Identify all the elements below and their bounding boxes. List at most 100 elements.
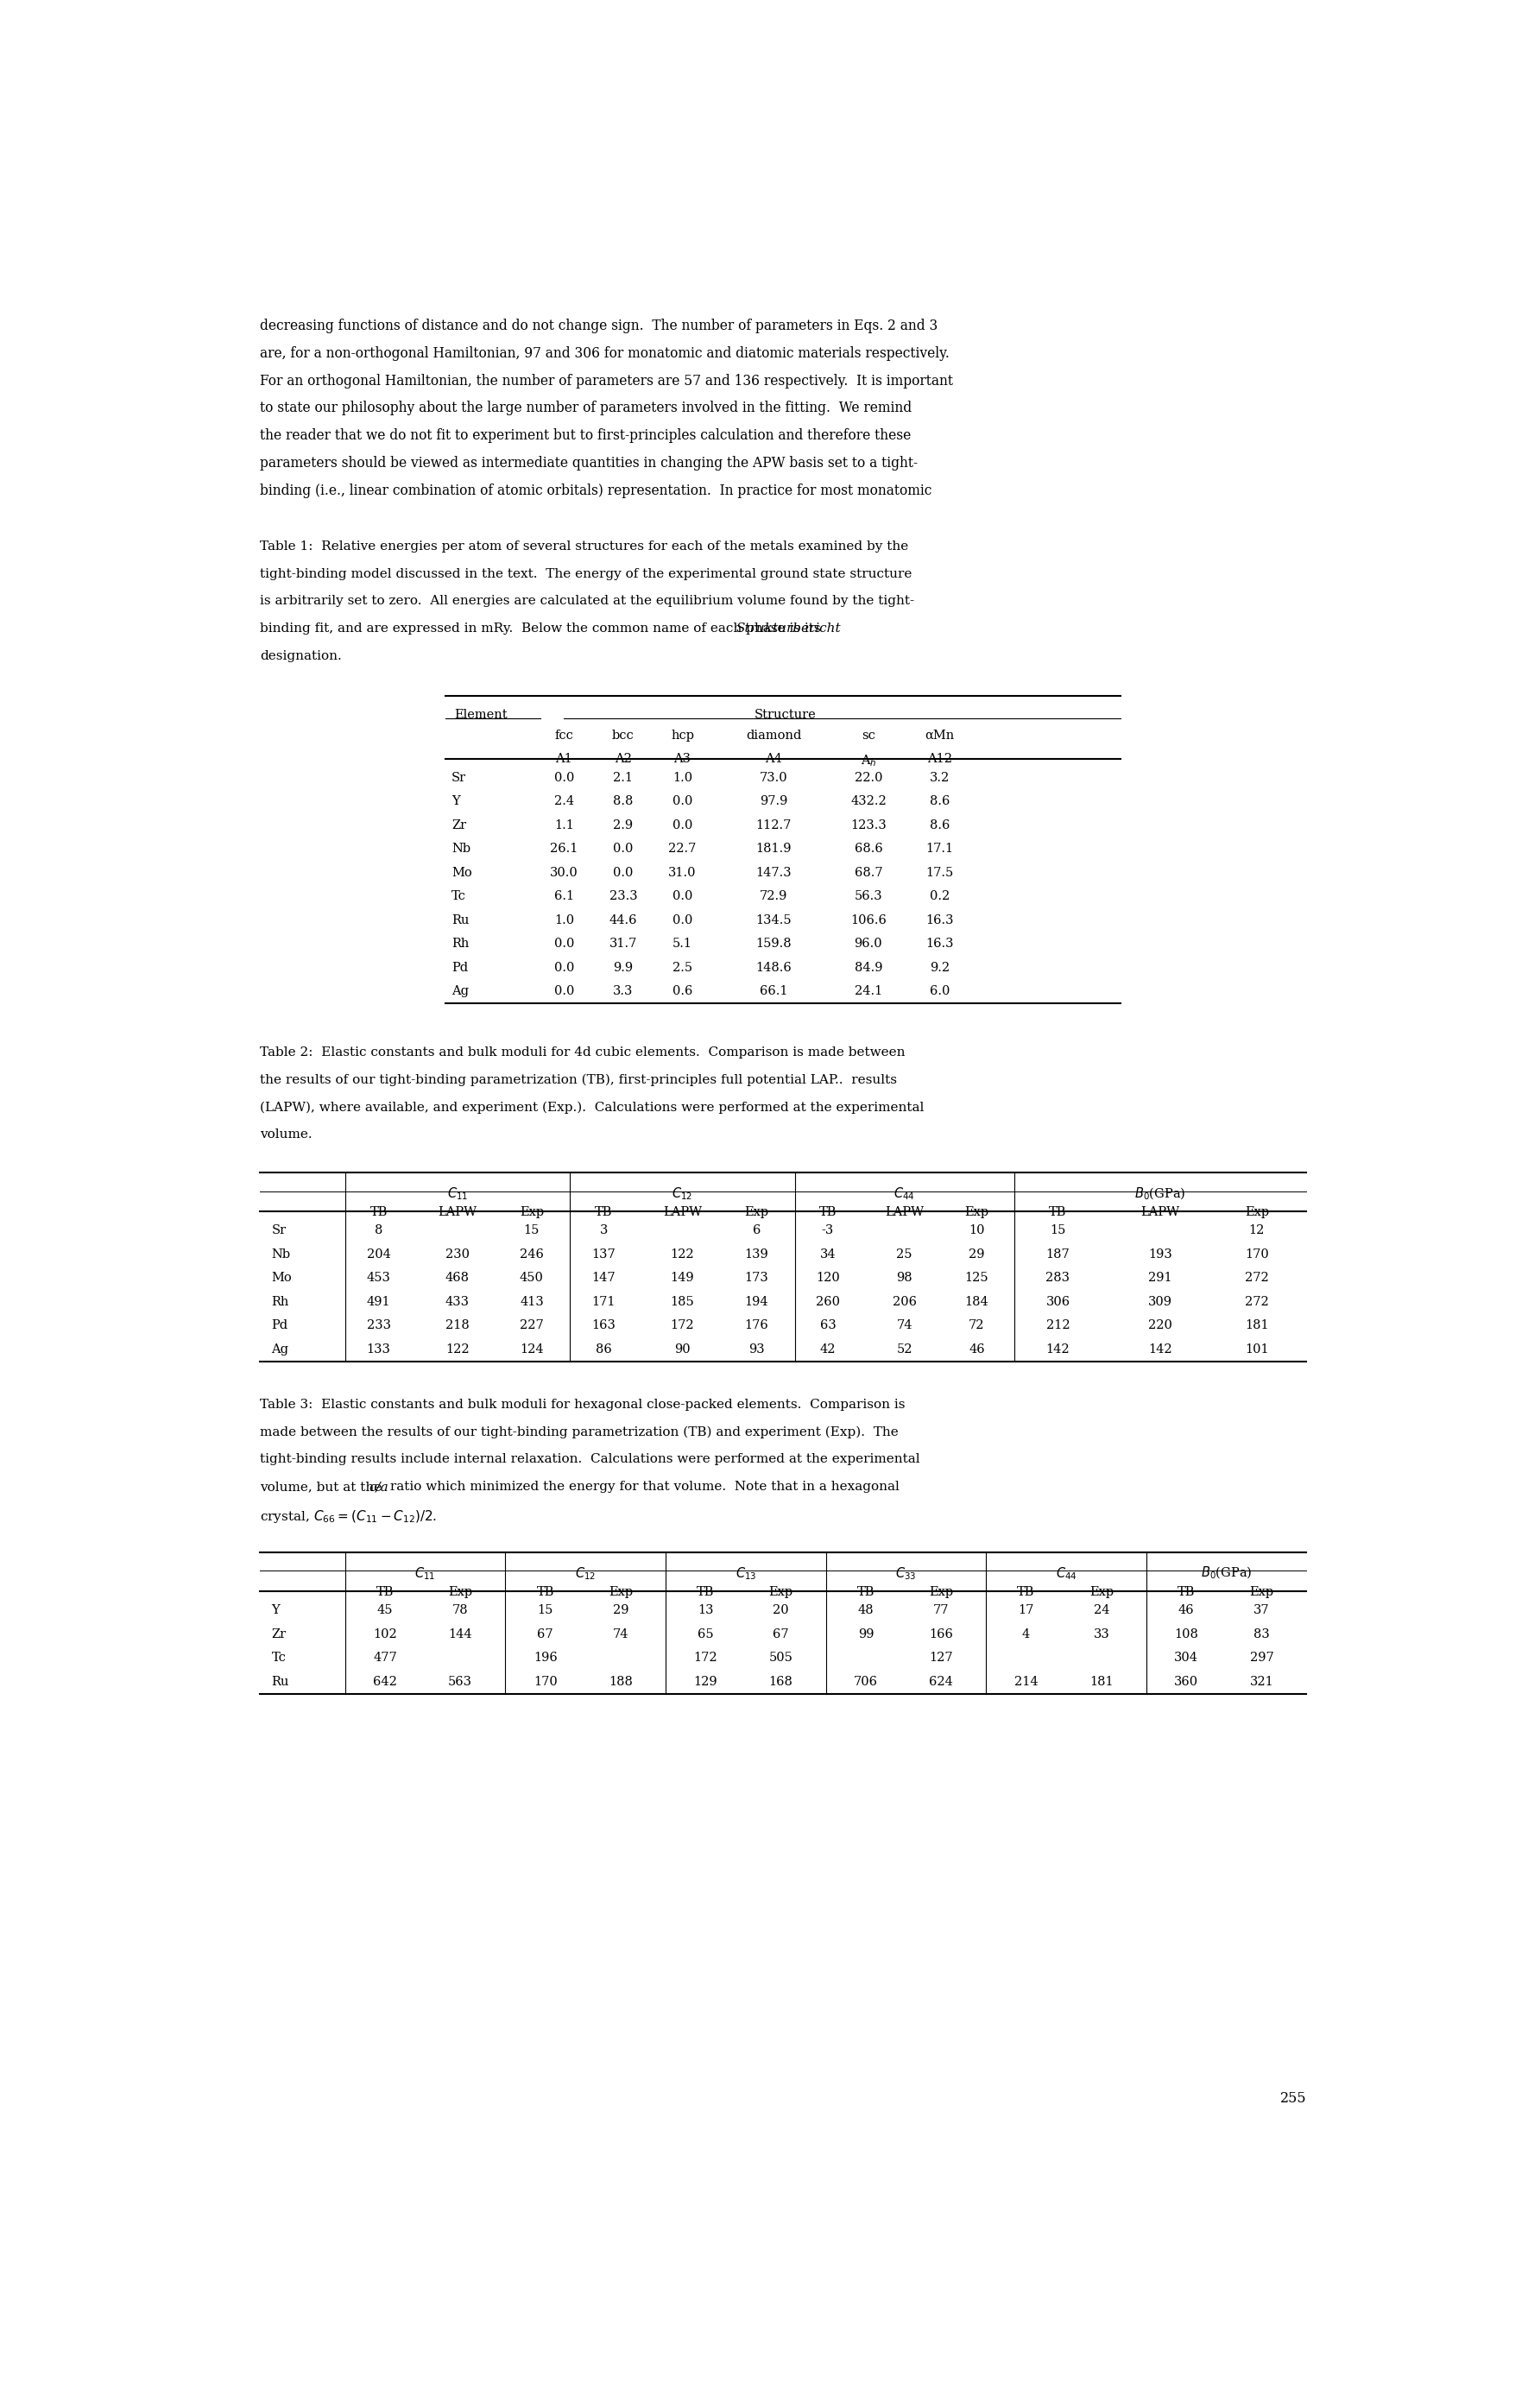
Text: 16.3: 16.3 <box>926 939 953 951</box>
Text: 144: 144 <box>448 1628 472 1640</box>
Text: 102: 102 <box>373 1628 397 1640</box>
Text: 147: 147 <box>591 1271 616 1283</box>
Text: 204: 204 <box>367 1247 391 1259</box>
Text: 148.6: 148.6 <box>756 961 792 973</box>
Text: 15: 15 <box>524 1226 539 1238</box>
Text: binding fit, and are expressed in mRy.  Below the common name of each phase is i: binding fit, and are expressed in mRy. B… <box>260 624 825 636</box>
Text: 642: 642 <box>373 1676 397 1688</box>
Text: Table 3:  Elastic constants and bulk moduli for hexagonal close-packed elements.: Table 3: Elastic constants and bulk modu… <box>260 1399 905 1411</box>
Text: αMn: αMn <box>924 730 953 742</box>
Text: 5.1: 5.1 <box>672 939 692 951</box>
Text: Rh: Rh <box>452 939 469 951</box>
Text: 26.1: 26.1 <box>550 843 578 855</box>
Text: 272: 272 <box>1245 1271 1268 1283</box>
Text: $B_0$(GPa): $B_0$(GPa) <box>1201 1565 1251 1582</box>
Text: 0.0: 0.0 <box>613 867 633 879</box>
Text: Ru: Ru <box>272 1676 289 1688</box>
Text: $C_{11}$: $C_{11}$ <box>448 1185 468 1202</box>
Text: Pd: Pd <box>452 961 468 973</box>
Text: tight-binding results include internal relaxation.  Calculations were performed : tight-binding results include internal r… <box>260 1454 920 1466</box>
Text: 0.0: 0.0 <box>555 773 575 785</box>
Text: 220: 220 <box>1148 1320 1172 1332</box>
Text: 233: 233 <box>367 1320 391 1332</box>
Text: 196: 196 <box>533 1652 558 1664</box>
Text: 17.5: 17.5 <box>926 867 953 879</box>
Text: 122: 122 <box>671 1247 694 1259</box>
Text: 66.1: 66.1 <box>759 985 787 997</box>
Text: Table 2:  Elastic constants and bulk moduli for 4d cubic elements.  Comparison i: Table 2: Elastic constants and bulk modu… <box>260 1045 905 1057</box>
Text: 6.1: 6.1 <box>555 891 575 903</box>
Text: 147.3: 147.3 <box>756 867 792 879</box>
Text: Exp: Exp <box>1089 1587 1114 1599</box>
Text: 67: 67 <box>538 1628 553 1640</box>
Text: 218: 218 <box>446 1320 469 1332</box>
Text: 187: 187 <box>1045 1247 1070 1259</box>
Text: 3.3: 3.3 <box>613 985 633 997</box>
Text: 3: 3 <box>599 1226 608 1238</box>
Text: 172: 172 <box>694 1652 718 1664</box>
Text: Rh: Rh <box>272 1296 289 1308</box>
Text: TB: TB <box>1178 1587 1195 1599</box>
Text: 74: 74 <box>897 1320 912 1332</box>
Text: 68.6: 68.6 <box>854 843 883 855</box>
Text: A1: A1 <box>556 754 573 766</box>
Text: 624: 624 <box>929 1676 953 1688</box>
Text: are, for a non-orthogonal Hamiltonian, 97 and 306 for monatomic and diatomic mat: are, for a non-orthogonal Hamiltonian, 9… <box>260 347 949 361</box>
Text: Exp: Exp <box>608 1587 633 1599</box>
Text: 304: 304 <box>1174 1652 1198 1664</box>
Text: 433: 433 <box>445 1296 469 1308</box>
Text: 8.8: 8.8 <box>613 795 633 807</box>
Text: Y: Y <box>452 795 460 807</box>
Text: 93: 93 <box>749 1344 764 1356</box>
Text: 23.3: 23.3 <box>610 891 637 903</box>
Text: LAPW: LAPW <box>439 1206 477 1218</box>
Text: 48: 48 <box>857 1604 874 1616</box>
Text: 9.9: 9.9 <box>613 961 633 973</box>
Text: 206: 206 <box>892 1296 917 1308</box>
Text: 86: 86 <box>596 1344 611 1356</box>
Text: 99: 99 <box>857 1628 874 1640</box>
Text: 1.0: 1.0 <box>672 773 692 785</box>
Text: TB: TB <box>1050 1206 1067 1218</box>
Text: 10: 10 <box>969 1226 984 1238</box>
Text: 83: 83 <box>1253 1628 1270 1640</box>
Text: sc: sc <box>862 730 876 742</box>
Text: 22.7: 22.7 <box>668 843 697 855</box>
Text: 360: 360 <box>1174 1676 1198 1688</box>
Text: 171: 171 <box>591 1296 616 1308</box>
Text: 2.9: 2.9 <box>613 819 633 831</box>
Text: 8.6: 8.6 <box>929 795 949 807</box>
Text: 0.2: 0.2 <box>929 891 949 903</box>
Text: Mo: Mo <box>272 1271 292 1283</box>
Text: Exp: Exp <box>1250 1587 1274 1599</box>
Text: 44.6: 44.6 <box>610 915 637 927</box>
Text: 163: 163 <box>591 1320 616 1332</box>
Text: 0.0: 0.0 <box>672 915 692 927</box>
Text: 4: 4 <box>1022 1628 1030 1640</box>
Text: is arbitrarily set to zero.  All energies are calculated at the equilibrium volu: is arbitrarily set to zero. All energies… <box>260 595 914 607</box>
Text: Exp: Exp <box>964 1206 989 1218</box>
Text: 97.9: 97.9 <box>759 795 787 807</box>
Text: 142: 142 <box>1149 1344 1172 1356</box>
Text: volume.: volume. <box>260 1129 312 1141</box>
Text: 193: 193 <box>1148 1247 1172 1259</box>
Text: 0.0: 0.0 <box>613 843 633 855</box>
Text: 176: 176 <box>744 1320 769 1332</box>
Text: Structure: Structure <box>755 708 816 722</box>
Text: LAPW: LAPW <box>663 1206 701 1218</box>
Text: volume, but at the: volume, but at the <box>260 1481 387 1493</box>
Text: 159.8: 159.8 <box>756 939 792 951</box>
Text: Exp: Exp <box>1245 1206 1268 1218</box>
Text: 8: 8 <box>374 1226 382 1238</box>
Text: 67: 67 <box>773 1628 788 1640</box>
Text: 432.2: 432.2 <box>851 795 886 807</box>
Text: 77: 77 <box>934 1604 949 1616</box>
Text: 2.5: 2.5 <box>672 961 692 973</box>
Text: 297: 297 <box>1250 1652 1274 1664</box>
Text: 246: 246 <box>520 1247 544 1259</box>
Text: made between the results of our tight-binding parametrization (TB) and experimen: made between the results of our tight-bi… <box>260 1426 898 1438</box>
Text: ratio which minimized the energy for that volume.  Note that in a hexagonal: ratio which minimized the energy for tha… <box>387 1481 900 1493</box>
Text: 170: 170 <box>1245 1247 1268 1259</box>
Text: $C_{12}$: $C_{12}$ <box>672 1185 692 1202</box>
Text: Y: Y <box>272 1604 280 1616</box>
